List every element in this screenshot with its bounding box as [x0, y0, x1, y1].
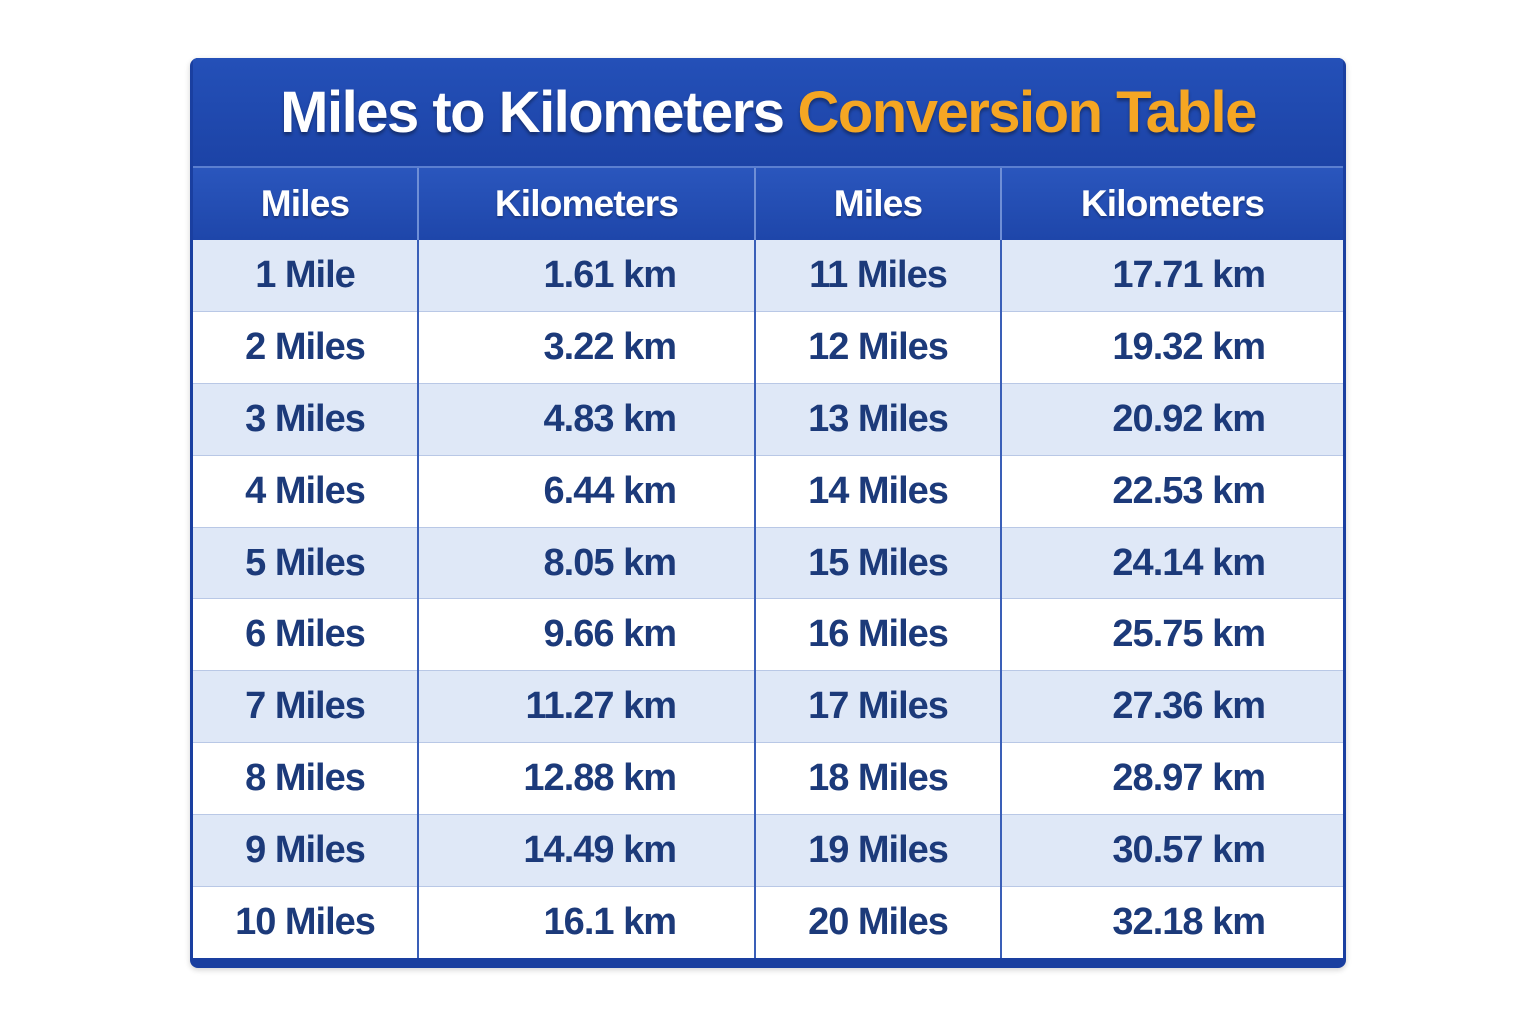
miles-cell: 18 Miles: [755, 742, 1002, 815]
km-cell: 8.05 km: [418, 527, 756, 600]
km-cell: 16.1 km: [418, 886, 756, 958]
table-title: Miles to Kilometers Conversion Table: [193, 58, 1343, 168]
km-cell: 19.32 km: [1001, 311, 1343, 385]
miles-cell: 10 Miles: [193, 886, 419, 958]
km-cell: 24.14 km: [1001, 527, 1343, 600]
km-cell: 32.18 km: [1001, 886, 1343, 958]
conversion-table-card: Miles to Kilometers Conversion Table Mil…: [190, 58, 1346, 968]
miles-cell: 5 Miles: [193, 527, 419, 600]
miles-cell: 4 Miles: [193, 455, 419, 528]
miles-cell: 17 Miles: [755, 670, 1002, 744]
km-cell: 25.75 km: [1001, 598, 1343, 672]
miles-cell: 12 Miles: [755, 311, 1002, 385]
km-cell: 14.49 km: [418, 814, 756, 887]
table-row: 10 Miles 16.1 km 20 Miles 32.18 km: [193, 886, 1343, 958]
table-row: 5 Miles 8.05 km 15 Miles 24.14 km: [193, 527, 1343, 600]
km-cell: 30.57 km: [1001, 814, 1343, 887]
miles-cell: 3 Miles: [193, 383, 419, 456]
miles-cell: 19 Miles: [755, 814, 1002, 887]
km-cell: 3.22 km: [418, 311, 756, 385]
miles-cell: 8 Miles: [193, 742, 419, 815]
header-miles-right: Miles: [755, 168, 1002, 240]
km-cell: 17.71 km: [1001, 240, 1343, 313]
km-cell: 6.44 km: [418, 455, 756, 528]
header-row: Miles Kilometers Miles Kilometers: [193, 168, 1343, 240]
table-row: 1 Mile 1.61 km 11 Miles 17.71 km: [193, 240, 1343, 313]
miles-cell: 15 Miles: [755, 527, 1002, 600]
table-row: 3 Miles 4.83 km 13 Miles 20.92 km: [193, 383, 1343, 456]
header-miles-left: Miles: [193, 168, 419, 240]
header-km-left: Kilometers: [418, 168, 756, 240]
table-row: 7 Miles 11.27 km 17 Miles 27.36 km: [193, 670, 1343, 744]
miles-cell: 11 Miles: [755, 240, 1002, 313]
miles-cell: 1 Mile: [193, 240, 419, 313]
table-row: 4 Miles 6.44 km 14 Miles 22.53 km: [193, 455, 1343, 528]
km-cell: 9.66 km: [418, 598, 756, 672]
title-main-text: Miles to Kilometers: [280, 79, 785, 145]
miles-cell: 7 Miles: [193, 670, 419, 744]
km-cell: 4.83 km: [418, 383, 756, 456]
table-row: 8 Miles 12.88 km 18 Miles 28.97 km: [193, 742, 1343, 815]
miles-cell: 20 Miles: [755, 886, 1002, 958]
header-km-right: Kilometers: [1001, 168, 1343, 240]
title-accent-text: Conversion Table: [797, 79, 1257, 145]
miles-cell: 13 Miles: [755, 383, 1002, 456]
km-cell: 12.88 km: [418, 742, 756, 815]
km-cell: 1.61 km: [418, 240, 756, 313]
miles-cell: 9 Miles: [193, 814, 419, 887]
km-cell: 20.92 km: [1001, 383, 1343, 456]
miles-cell: 6 Miles: [193, 598, 419, 672]
miles-cell: 16 Miles: [755, 598, 1002, 672]
km-cell: 28.97 km: [1001, 742, 1343, 815]
table-body: 1 Mile 1.61 km 11 Miles 17.71 km 2 Miles 3.22…: [193, 240, 1343, 958]
miles-cell: 2 Miles: [193, 311, 419, 385]
km-cell: 22.53 km: [1001, 455, 1343, 528]
table-row: 2 Miles 3.22 km 12 Miles 19.32 km: [193, 311, 1343, 385]
conversion-table: Miles Kilometers Miles Kilometers 1 Mile…: [193, 168, 1343, 958]
miles-cell: 14 Miles: [755, 455, 1002, 528]
km-cell: 11.27 km: [418, 670, 756, 744]
km-cell: 27.36 km: [1001, 670, 1343, 744]
table-row: 9 Miles 14.49 km 19 Miles 30.57 km: [193, 814, 1343, 887]
table-row: 6 Miles 9.66 km 16 Miles 25.75 km: [193, 598, 1343, 672]
